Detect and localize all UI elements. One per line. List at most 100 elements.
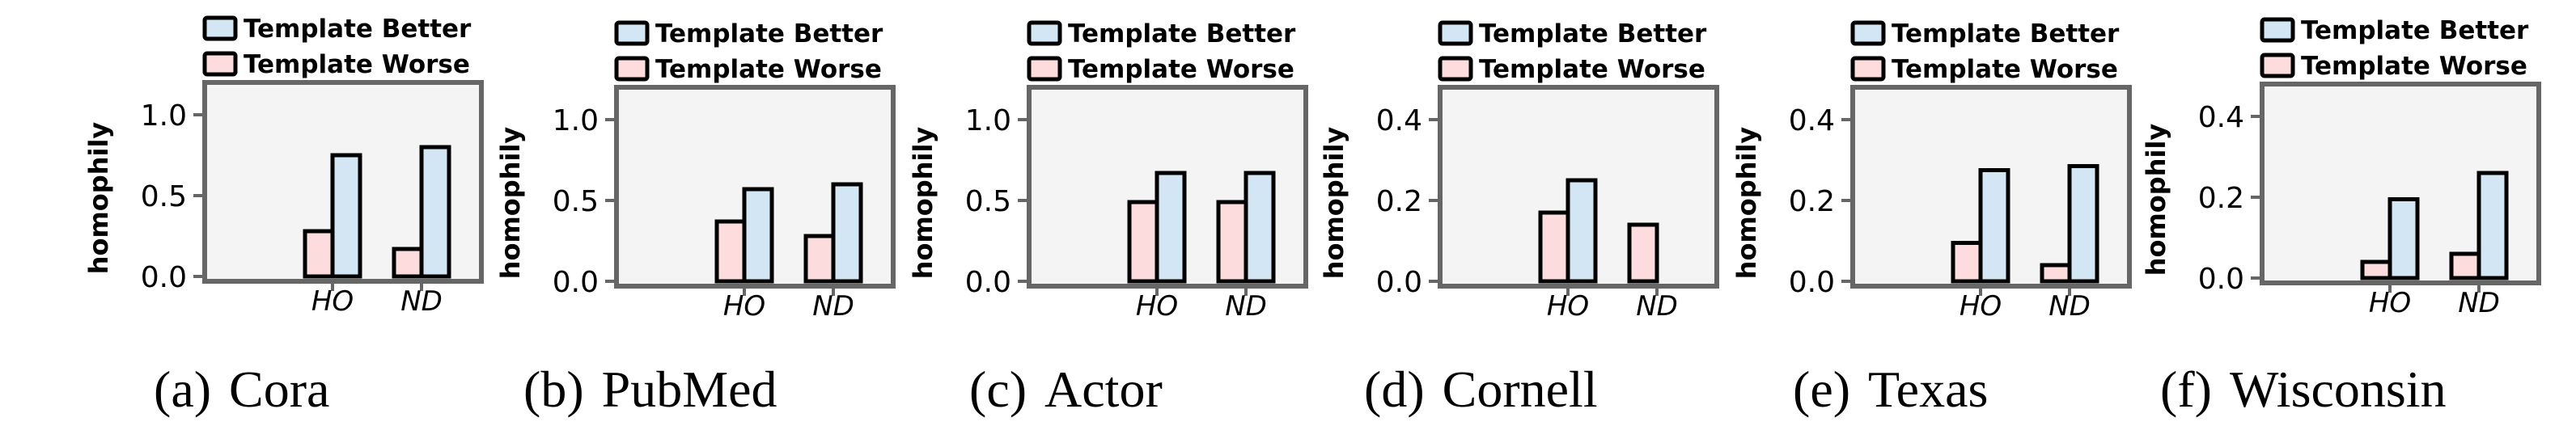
legend-swatch-better-b <box>614 20 650 46</box>
bar-better-ho-b <box>742 187 774 284</box>
chart-panel-f: 0.0 0.2 0.4 homophily HO ND Template Better Tem… <box>2141 16 2541 319</box>
bar-better-nd-b <box>831 182 863 284</box>
y-tick-label-a-1: 0.5 <box>141 180 187 213</box>
y-tick-label-a-2: 1.0 <box>141 99 187 133</box>
y-tick-label-f-2: 0.4 <box>2198 101 2244 134</box>
x-tick-label-ho-e: HO <box>1960 290 2002 323</box>
x-tick-label-nd-c: ND <box>1225 290 1267 323</box>
legend-swatch-better-a <box>202 15 238 41</box>
bar-better-ho-e <box>1978 168 2010 284</box>
chart-panel-b: 0.0 0.5 1.0 homophily HO ND Template Better Tem… <box>495 19 896 323</box>
bar-worse-nd-d <box>1627 222 1659 284</box>
caption-text-b: PubMed <box>601 361 777 418</box>
legend-label-worse-d: Template Worse <box>1479 55 1705 84</box>
y-axis-label-a: homophily <box>83 122 114 275</box>
bar-worse-nd-f <box>2449 251 2481 280</box>
bar-worse-ho-f <box>2360 259 2392 280</box>
y-tick-label-d-2: 0.4 <box>1376 104 1422 137</box>
x-tick-label-nd-d: ND <box>1636 290 1678 323</box>
caption-c: (c) Actor <box>969 360 1374 420</box>
y-axis-label-f: homophily <box>2141 124 2171 276</box>
y-axis-label-e: homophily <box>1731 127 1762 280</box>
y-tick-label-e-1: 0.2 <box>1789 185 1835 218</box>
legend-swatch-worse-c <box>1027 56 1062 82</box>
caption-label-d: (d) <box>1364 361 1425 418</box>
caption-b: (b) PubMed <box>523 360 928 420</box>
caption-label-e: (e) <box>1793 361 1851 418</box>
legend-label-worse-f: Template Worse <box>2301 52 2527 81</box>
y-axis-label-b: homophily <box>495 127 526 280</box>
x-tick-label-ho-a: HO <box>311 285 354 318</box>
legend-label-better-e: Template Better <box>1892 19 2120 48</box>
chart-panel-e: 0.0 0.2 0.4 homophily HO ND Template Better Tem… <box>1731 19 2132 323</box>
bar-better-nd-a <box>419 145 451 279</box>
legend-label-worse-b: Template Worse <box>655 55 882 84</box>
y-tick-label-b-2: 1.0 <box>553 104 599 137</box>
y-tick-label-b-0: 0.0 <box>553 266 599 299</box>
chart-panel-c: 0.0 0.5 1.0 homophily HO ND Template Better Tem… <box>908 19 1308 323</box>
legend-label-better-a: Template Better <box>244 15 472 44</box>
caption-a: (a) Cora <box>154 360 558 420</box>
y-tick-label-b-1: 0.5 <box>553 185 599 218</box>
bar-worse-ho-a <box>303 229 335 279</box>
bar-better-nd-e <box>2067 164 2099 284</box>
legend-swatch-worse-f <box>2260 53 2295 78</box>
x-tick-label-ho-b: HO <box>723 290 765 323</box>
bar-better-ho-f <box>2387 197 2420 280</box>
chart-panel-d: 0.0 0.2 0.4 homophily HO ND Template Better Tem… <box>1319 19 1719 323</box>
legend-label-better-c: Template Better <box>1068 19 1296 48</box>
caption-label-b: (b) <box>523 361 584 418</box>
x-tick-label-ho-f: HO <box>2369 287 2411 319</box>
x-tick-label-nd-e: ND <box>2049 290 2091 323</box>
bar-better-ho-c <box>1155 171 1187 284</box>
legend-swatch-better-e <box>1850 20 1886 46</box>
legend-swatch-better-c <box>1027 20 1062 46</box>
bar-better-nd-f <box>2476 171 2509 280</box>
x-tick-label-nd-b: ND <box>812 290 854 323</box>
y-tick-label-e-0: 0.0 <box>1789 266 1835 299</box>
bar-worse-nd-c <box>1216 200 1248 284</box>
y-tick-label-f-1: 0.2 <box>2198 182 2244 215</box>
legend-swatch-better-f <box>2260 17 2295 43</box>
caption-text-c: Actor <box>1044 361 1163 418</box>
caption-text-f: Wisconsin <box>2229 361 2447 418</box>
y-tick-label-f-0: 0.0 <box>2198 263 2244 296</box>
caption-text-a: Cora <box>229 361 330 418</box>
y-tick-label-c-2: 1.0 <box>965 104 1011 137</box>
x-tick-label-ho-d: HO <box>1547 290 1589 323</box>
bar-better-nd-c <box>1244 171 1276 284</box>
legend-label-worse-e: Template Worse <box>1892 55 2118 84</box>
bar-worse-ho-d <box>1538 210 1570 284</box>
legend-swatch-worse-a <box>202 51 238 77</box>
caption-label-a: (a) <box>154 361 212 418</box>
y-tick-label-a-0: 0.0 <box>141 261 187 294</box>
caption-f: (f) Wisconsin <box>2160 360 2565 420</box>
legend-label-better-d: Template Better <box>1479 19 1707 48</box>
caption-text-e: Texas <box>1868 361 1989 418</box>
legend-swatch-worse-b <box>614 56 650 82</box>
caption-d: (d) Cornell <box>1364 360 1769 420</box>
legend-label-better-f: Template Better <box>2301 16 2529 45</box>
legend-label-worse-c: Template Worse <box>1068 55 1294 84</box>
bar-better-ho-d <box>1566 178 1598 284</box>
legend-swatch-worse-d <box>1438 56 1473 82</box>
bar-better-ho-a <box>330 153 362 279</box>
chart-panel-a: 0.0 0.5 1.0 homophily HO ND Template Better Tem… <box>83 15 484 318</box>
bar-worse-nd-b <box>803 234 836 284</box>
x-tick-label-nd-f: ND <box>2458 287 2500 319</box>
caption-e: (e) Texas <box>1793 360 2197 420</box>
y-tick-label-d-0: 0.0 <box>1376 266 1422 299</box>
y-tick-label-c-1: 0.5 <box>965 185 1011 218</box>
bar-worse-ho-b <box>714 219 747 284</box>
caption-label-c: (c) <box>969 361 1027 418</box>
legend-swatch-better-d <box>1438 20 1473 46</box>
y-tick-label-c-0: 0.0 <box>965 266 1011 299</box>
legend-swatch-worse-e <box>1850 56 1886 82</box>
legend-label-worse-a: Template Worse <box>244 50 470 79</box>
caption-text-d: Cornell <box>1442 361 1598 418</box>
caption-label-f: (f) <box>2160 361 2212 418</box>
bar-worse-ho-c <box>1127 200 1159 284</box>
y-axis-label-d: homophily <box>1319 127 1349 280</box>
